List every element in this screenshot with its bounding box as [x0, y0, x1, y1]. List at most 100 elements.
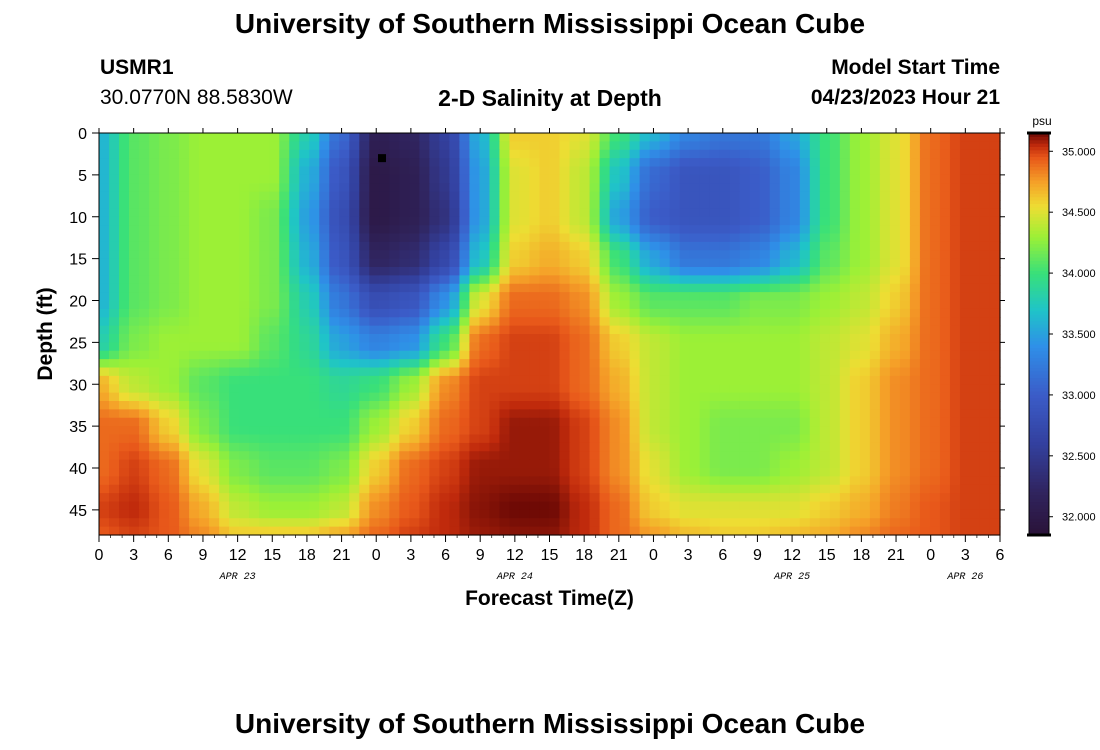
heatmap-cell	[699, 451, 711, 461]
heatmap-cell	[459, 417, 471, 427]
heatmap-cell	[909, 367, 921, 377]
heatmap-cell	[639, 225, 651, 235]
heatmap-cell	[769, 191, 781, 201]
heatmap-cell	[289, 183, 300, 193]
heatmap-cell	[909, 375, 921, 385]
heatmap-cell	[959, 334, 971, 343]
heatmap-cell	[499, 292, 511, 302]
heatmap-cell	[789, 200, 801, 209]
heatmap-cell	[939, 258, 951, 268]
heatmap-cell	[209, 216, 220, 226]
heatmap-cell	[429, 417, 440, 427]
heatmap-cell	[839, 241, 851, 251]
heatmap-cell	[589, 484, 601, 494]
heatmap-cell	[579, 459, 591, 469]
heatmap-cell	[679, 325, 691, 335]
heatmap-cell	[829, 292, 841, 302]
heatmap-cell	[299, 526, 310, 536]
heatmap-cell	[739, 141, 751, 151]
colorbar-step	[1029, 280, 1049, 285]
heatmap-cell	[259, 350, 270, 360]
heatmap-cell	[379, 216, 390, 226]
heatmap-cell	[609, 158, 621, 168]
heatmap-cell	[709, 241, 721, 251]
heatmap-cell	[799, 166, 811, 176]
heatmap-cell	[829, 409, 841, 419]
heatmap-cell	[209, 334, 220, 343]
heatmap-cell	[879, 501, 891, 511]
heatmap-cell	[559, 359, 571, 369]
heatmap-cell	[669, 484, 681, 494]
heatmap-cell	[779, 518, 791, 528]
heatmap-cell	[129, 459, 140, 469]
heatmap-cell	[369, 200, 380, 209]
heatmap-cell	[869, 384, 881, 394]
heatmap-cell	[979, 409, 991, 419]
heatmap-cell	[189, 484, 200, 494]
heatmap-cell	[239, 141, 250, 151]
heatmap-cell	[109, 208, 120, 218]
heatmap-cell	[429, 359, 440, 369]
heatmap-cell	[509, 191, 521, 201]
heatmap-cell	[379, 426, 390, 436]
heatmap-cell	[989, 300, 1001, 310]
heatmap-cell	[179, 250, 190, 260]
heatmap-cell	[179, 267, 190, 276]
heatmap-cell	[609, 493, 621, 503]
heatmap-cell	[329, 225, 340, 235]
heatmap-cell	[889, 166, 901, 176]
x-tick-label: 0	[649, 547, 658, 564]
heatmap-cell	[599, 308, 611, 318]
colorbar-step	[1029, 451, 1049, 456]
heatmap-cell	[589, 292, 601, 302]
heatmap-cell	[379, 241, 390, 251]
heatmap-cell	[979, 367, 991, 377]
heatmap-cell	[279, 275, 290, 285]
heatmap-cell	[489, 401, 501, 410]
heatmap-cell	[859, 325, 871, 335]
heatmap-cell	[389, 375, 400, 385]
heatmap-cell	[489, 359, 501, 369]
heatmap-cell	[719, 258, 731, 268]
heatmap-cell	[759, 308, 771, 318]
heatmap-cell	[139, 174, 150, 184]
heatmap-cell	[909, 292, 921, 302]
heatmap-cell	[879, 451, 891, 461]
heatmap-cell	[259, 434, 270, 444]
heatmap-cell	[609, 149, 621, 159]
heatmap-cell	[509, 267, 521, 276]
heatmap-cell	[829, 275, 841, 285]
heatmap-cell	[249, 501, 260, 511]
heatmap-cell	[129, 317, 140, 327]
heatmap-cell	[179, 518, 190, 528]
heatmap-cell	[219, 250, 230, 260]
heatmap-cell	[709, 258, 721, 268]
heatmap-cell	[139, 141, 150, 151]
heatmap-cell	[959, 392, 971, 402]
heatmap-cell	[679, 216, 691, 226]
heatmap-cell	[779, 359, 791, 369]
heatmap-cell	[569, 518, 581, 528]
heatmap-cell	[869, 158, 881, 168]
heatmap-cell	[459, 216, 471, 226]
heatmap-cell	[449, 325, 460, 335]
heatmap-cell	[879, 208, 891, 218]
date-label: APR 24	[496, 572, 533, 583]
heatmap-cell	[599, 258, 611, 268]
heatmap-cell	[539, 401, 551, 410]
heatmap-cell	[939, 317, 951, 327]
heatmap-cell	[109, 317, 120, 327]
colorbar-step	[1029, 310, 1049, 315]
heatmap-cell	[729, 208, 741, 218]
heatmap-cell	[239, 509, 250, 519]
heatmap-cell	[249, 509, 260, 519]
heatmap-cell	[139, 183, 150, 193]
heatmap-cell	[949, 141, 961, 151]
heatmap-cell	[899, 401, 911, 410]
heatmap-cell	[329, 200, 340, 209]
heatmap-cell	[379, 526, 390, 536]
heatmap-cell	[219, 241, 230, 251]
heatmap-cell	[449, 509, 460, 519]
heatmap-cell	[609, 442, 621, 452]
heatmap-cell	[579, 342, 591, 352]
